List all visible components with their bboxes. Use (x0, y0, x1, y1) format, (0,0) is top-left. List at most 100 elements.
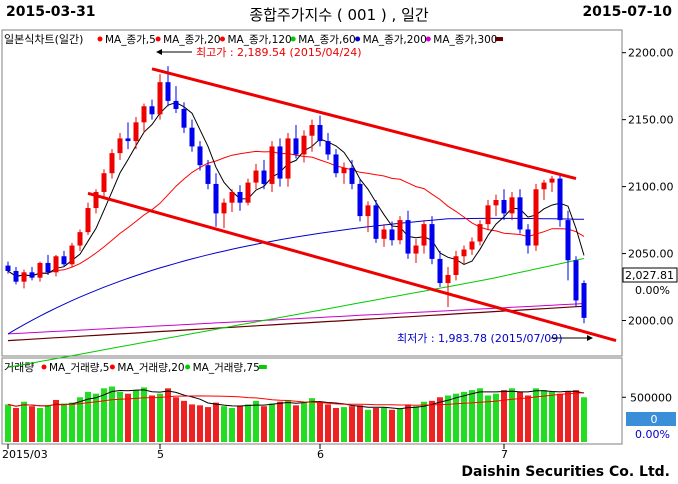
volume-bar (141, 387, 147, 442)
volume-bar (469, 390, 475, 442)
legend-dot (109, 364, 115, 370)
candle-body (501, 200, 507, 214)
volume-value-box (626, 412, 676, 426)
volume-bar (229, 408, 235, 442)
volume-averages (7, 389, 585, 410)
volume-bar (405, 404, 411, 442)
volume-bar (101, 388, 107, 442)
legend-dot (355, 36, 361, 42)
date-axis: 2015/03 5 6 7 (2, 444, 508, 461)
candle-body (413, 245, 419, 254)
low-arrow-head (587, 335, 593, 341)
volume-bar (517, 391, 523, 442)
last-value: 2,027.81 (625, 269, 674, 282)
volume-bar (325, 404, 331, 442)
volume-panel-frame (1, 357, 623, 445)
volume-axis: 500000 (622, 391, 672, 404)
price-legend-label: 일본식차트(일간) (4, 32, 83, 46)
candle-body (13, 270, 19, 282)
candle-body (397, 220, 403, 241)
volume-bar (21, 401, 27, 442)
candle-body (309, 125, 315, 136)
end-date: 2015-07-10 (582, 4, 672, 20)
candle-body (333, 154, 339, 174)
volume-bar (373, 408, 379, 442)
price-tick-label: 2150.00 (628, 114, 674, 127)
volume-bar (397, 408, 403, 442)
legend-dot (155, 36, 161, 42)
start-date: 2015-03-31 (6, 4, 96, 20)
candle-body (181, 108, 187, 128)
candle-body (109, 153, 115, 174)
volume-bar (365, 409, 371, 442)
legend-end-marker (495, 37, 503, 41)
candle-body (77, 232, 83, 246)
legend-item: MA_종가,60 (298, 34, 356, 46)
volume-bar (437, 397, 443, 442)
volume-bar (37, 408, 43, 442)
volume-bar (221, 406, 227, 442)
volume-bar (205, 407, 211, 442)
candle-body (477, 224, 483, 242)
candle-body (509, 197, 515, 214)
candle-body (461, 249, 467, 257)
candle-body (277, 146, 283, 179)
candle-body (133, 122, 139, 142)
volume-bar (13, 408, 19, 442)
volume-bar (69, 402, 75, 442)
volume-bar (413, 406, 419, 442)
volume-bar (333, 408, 339, 442)
candle-body (381, 229, 387, 239)
volume-bar (165, 388, 171, 442)
candle-body (541, 182, 547, 190)
candle-body (549, 178, 555, 183)
candle-body (565, 220, 571, 261)
candle-body (93, 191, 99, 209)
volume-series (5, 386, 587, 442)
volume-bar (493, 393, 499, 442)
high-annotation: 최고가 : 2,189.54 (2015/04/24) (196, 46, 362, 59)
candle-body (429, 224, 435, 259)
price-axis: 2000.00 2050.00 2100.00 2150.00 2200.00 (622, 47, 674, 328)
volume-bar (109, 386, 115, 442)
candle-body (149, 106, 155, 115)
volume-bar (357, 405, 363, 442)
date-tick-label: 5 (157, 448, 164, 461)
candle-body (389, 229, 395, 241)
candle-body (373, 205, 379, 239)
candle-body (165, 82, 171, 101)
candle-body (325, 141, 331, 155)
ma-300-line (7, 303, 585, 335)
volume-bar (293, 405, 299, 442)
candle-body (493, 200, 499, 206)
candle-body (205, 165, 211, 184)
candle-body (269, 146, 275, 184)
candle-body (229, 191, 235, 203)
candle-body (365, 205, 371, 217)
chart-title: 종합주가지수 ( 001 ) , 일간 (249, 6, 429, 24)
candle-body (5, 265, 11, 271)
price-tick-label: 2000.00 (628, 315, 674, 328)
candle-body (21, 272, 27, 282)
volume-bar (133, 390, 139, 442)
volume-bar (181, 400, 187, 442)
candle-body (45, 262, 51, 273)
vol-ma-20-line (7, 392, 585, 407)
candle-body (157, 82, 163, 115)
volume-bar (61, 403, 67, 442)
trend-channel (87, 67, 617, 343)
candle-body (37, 262, 43, 278)
candle-body (437, 258, 443, 284)
volume-bar (349, 406, 355, 442)
volume-bar (557, 393, 563, 442)
chart-canvas[interactable]: 일본식차트(일간) MA_종가,5 MA_종가,20 MA_종가,120 MA_종가,… (0, 0, 678, 462)
price-tick-label: 2050.00 (628, 248, 674, 261)
date-tick-label: 6 (317, 448, 324, 461)
candle-body (285, 138, 291, 179)
volume-bar (549, 391, 555, 442)
candle-body (581, 283, 587, 318)
volume-bar (277, 401, 283, 442)
last-change: 0.00% (635, 284, 670, 297)
volume-bar (93, 393, 99, 442)
